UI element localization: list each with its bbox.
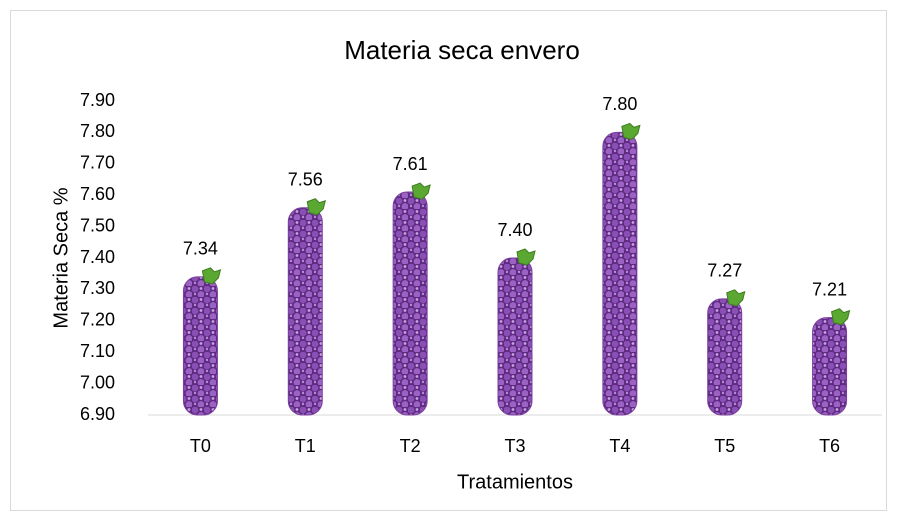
- y-tick-label: 7.60: [80, 184, 115, 204]
- bar: [287, 207, 323, 416]
- y-tick-label: 7.90: [80, 90, 115, 110]
- x-tick-label: T4: [609, 436, 630, 456]
- y-tick-label: 7.40: [80, 247, 115, 267]
- grape-leaf: [411, 182, 431, 200]
- value-label: 7.40: [497, 220, 532, 240]
- grape-leaf: [726, 289, 746, 307]
- y-tick-label: 7.30: [80, 278, 115, 298]
- bar: [707, 298, 743, 416]
- y-tick-label: 6.90: [80, 404, 115, 424]
- x-tick-label: T5: [714, 436, 735, 456]
- bar: [392, 191, 428, 416]
- x-tick-label: T3: [504, 436, 525, 456]
- x-axis-title: Tratamientos: [457, 471, 573, 493]
- value-label: 7.61: [393, 154, 428, 174]
- grape-leaf: [621, 122, 641, 140]
- bar: [812, 317, 848, 416]
- grape-leaf: [831, 308, 851, 326]
- bar: [182, 276, 218, 416]
- chart-title: Materia seca envero: [344, 35, 580, 65]
- value-label: 7.21: [812, 279, 847, 299]
- y-tick-label: 7.70: [80, 153, 115, 173]
- y-tick-label: 7.80: [80, 121, 115, 141]
- y-axis-title: Materia Seca %: [50, 187, 72, 328]
- y-tick-label: 7.50: [80, 215, 115, 235]
- grape-leaf: [516, 248, 536, 266]
- value-label: 7.34: [183, 239, 218, 259]
- x-tick-label: T0: [190, 436, 211, 456]
- y-tick-label: 7.00: [80, 372, 115, 392]
- y-tick-label: 7.10: [80, 341, 115, 361]
- chart-frame: [10, 10, 887, 511]
- value-label: 7.80: [602, 94, 637, 114]
- value-label: 7.27: [707, 261, 742, 281]
- bar: [602, 131, 638, 416]
- x-tick-label: T1: [295, 436, 316, 456]
- bar: [497, 257, 533, 416]
- y-tick-label: 7.20: [80, 310, 115, 330]
- grape-leaf: [201, 267, 222, 285]
- x-tick-label: T6: [819, 436, 840, 456]
- grape-leaf: [306, 198, 326, 216]
- value-label: 7.56: [288, 170, 323, 190]
- x-tick-label: T2: [400, 436, 421, 456]
